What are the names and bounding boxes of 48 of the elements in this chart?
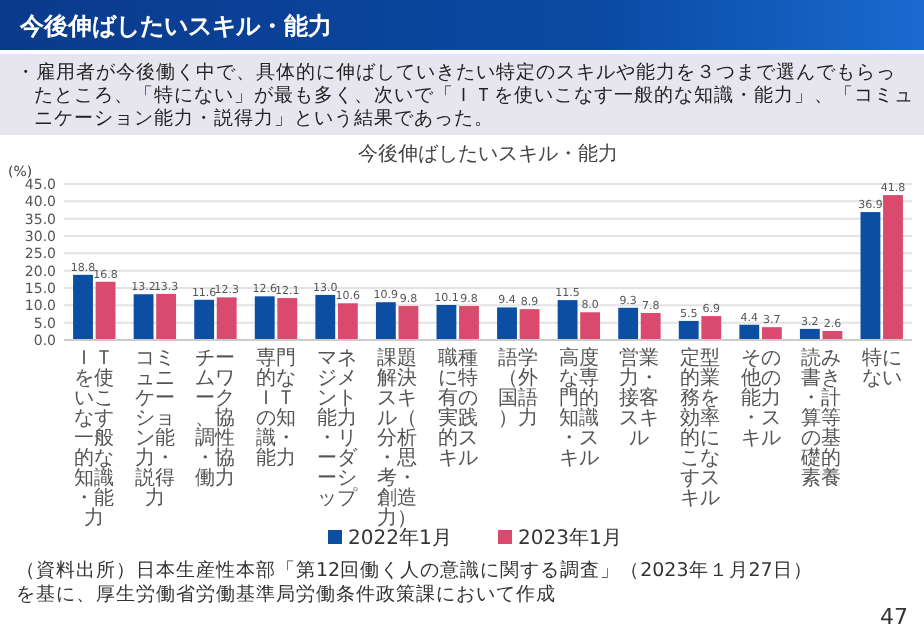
x-tick-label: その他の能力・スキル bbox=[740, 348, 781, 450]
bar bbox=[860, 212, 881, 340]
bar bbox=[95, 281, 116, 340]
bar bbox=[254, 296, 275, 340]
text: 今後伸ばしたいスキル・能力 bbox=[18, 12, 332, 40]
x-tick-label: 読み書き・計算等の基礎的素養 bbox=[799, 346, 842, 490]
x-tick-label: チームワーク、協調性・協働力 bbox=[195, 348, 236, 490]
bar bbox=[375, 302, 396, 340]
chart-title: 今後伸ばしたいスキル・能力 bbox=[358, 142, 618, 166]
bar bbox=[337, 303, 358, 340]
x-tick-label: 営業力・接客スキル bbox=[619, 346, 660, 450]
bar bbox=[799, 328, 820, 340]
x-tick-label: 職種に特有の実践的スキル bbox=[437, 346, 478, 470]
x-tick-label: コミュニケーション能力・説得力 bbox=[134, 348, 175, 510]
x-tick-label: 語学（外国語）力 bbox=[498, 346, 539, 430]
bar bbox=[459, 306, 479, 340]
bar bbox=[73, 274, 93, 340]
text: （資料出所）日本生産性本部「第12回働く人の意識に関する調査」（2023年１月27日）を基に、厚生労働省労働基準局労働条件政策課において作成 bbox=[16, 558, 813, 606]
bar bbox=[883, 195, 903, 340]
legend-label: 2022年1月 bbox=[348, 526, 452, 550]
bar bbox=[701, 316, 722, 340]
text: 47 bbox=[880, 604, 908, 630]
bar bbox=[216, 297, 237, 340]
x-tick-label: 専門的なＩＴの知識・能力 bbox=[256, 346, 296, 470]
bar bbox=[194, 299, 215, 340]
bar bbox=[618, 307, 639, 340]
x-tick-label: マネジメント能力・リーダーシップ bbox=[316, 348, 359, 510]
category-label: 課題解決スキル（分析・思考・創造力） bbox=[377, 348, 418, 530]
chart-subtitle: ・雇用者が今後働く中で、具体的に伸ばしていきたい特定のスキルや能力を３つまで選んでもらったところ、「特にない」が最も多く、次いで「ＩＴを使いこなす一般的な知識・能力」、「コミュニケーション能力・説得力」という結果であった。 bbox=[16, 60, 914, 130]
bar bbox=[315, 294, 336, 340]
bar bbox=[398, 306, 419, 340]
bar bbox=[277, 298, 298, 340]
bar bbox=[580, 312, 601, 340]
bar bbox=[156, 293, 177, 340]
bar bbox=[678, 320, 699, 340]
bar bbox=[436, 304, 457, 340]
bar bbox=[640, 312, 661, 340]
bar bbox=[519, 309, 540, 340]
legend-label: 2023年1月 bbox=[518, 526, 622, 550]
bar bbox=[761, 327, 782, 340]
bar bbox=[739, 324, 760, 340]
bar bbox=[497, 307, 517, 340]
bar bbox=[133, 294, 154, 340]
x-tick-label: 定型的業務を効率的にこなすスキル bbox=[680, 346, 720, 510]
category-label: ＩＴを使いこなす一般的な知識・能力 bbox=[74, 348, 115, 530]
x-tick-label: 特にない bbox=[861, 346, 902, 390]
bar bbox=[557, 300, 578, 340]
x-tick-label: 高度な専門的知識・スキル bbox=[558, 346, 599, 470]
